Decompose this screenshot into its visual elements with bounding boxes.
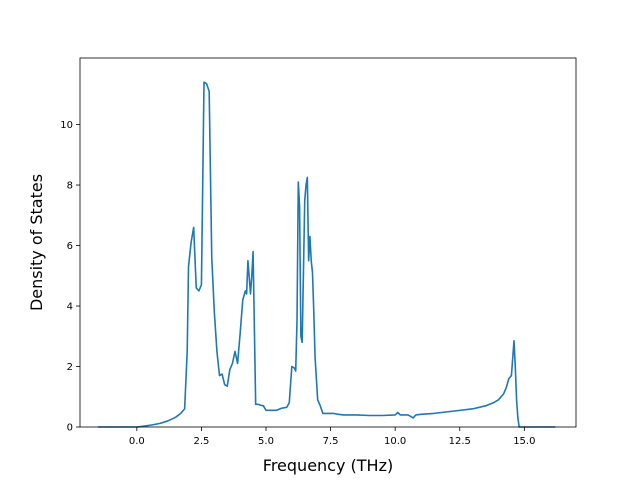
y-tick-label: 6 — [67, 241, 73, 252]
plot-area — [79, 57, 577, 428]
y-tick-label: 8 — [67, 181, 73, 192]
plot-frame — [79, 57, 577, 428]
y-tick-label: 10 — [60, 120, 73, 131]
x-tick-label: 5.0 — [258, 436, 274, 447]
x-tick-label: 2.5 — [193, 436, 209, 447]
y-tick-label: 0 — [67, 423, 73, 434]
x-tick-label: 15.0 — [513, 436, 535, 447]
x-tick-label: 0.0 — [129, 436, 145, 447]
y-tick-label: 2 — [67, 362, 73, 373]
dos-series-line — [98, 81, 556, 428]
y-tick-label: 4 — [67, 302, 73, 313]
x-tick-label: 7.5 — [323, 436, 339, 447]
x-tick-label: 10.0 — [384, 436, 406, 447]
x-axis-ticks: 0.0 2.5 5.0 7.5 10.0 12.5 15.0 — [129, 427, 535, 447]
y-axis-ticks: 0 2 4 6 8 10 — [60, 120, 80, 434]
x-tick-label: 12.5 — [449, 436, 471, 447]
y-axis-label: Density of States — [27, 174, 46, 311]
x-axis-label: Frequency (THz) — [263, 456, 393, 475]
